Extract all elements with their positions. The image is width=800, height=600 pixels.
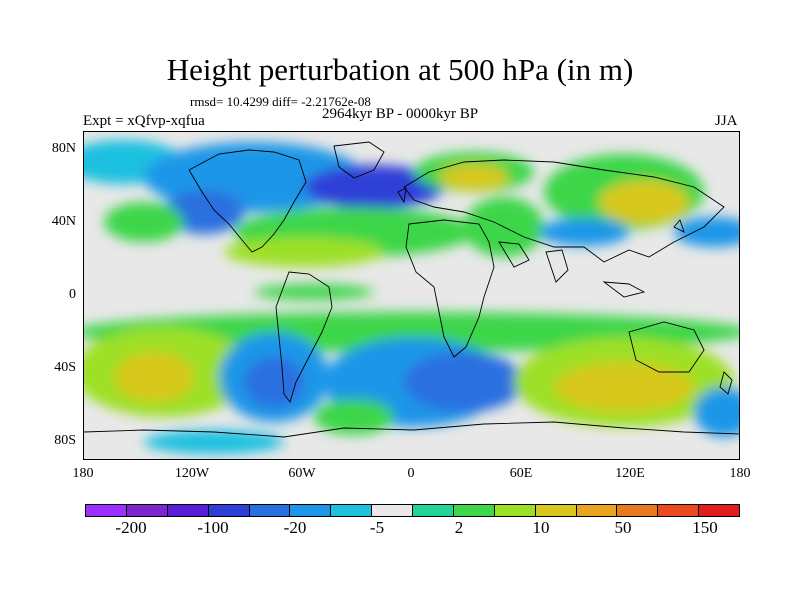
season-label: JJA bbox=[715, 113, 738, 129]
colorbar-label: 50 bbox=[614, 518, 632, 537]
lat-label-40s: 40S bbox=[54, 360, 76, 375]
plot-title: Height perturbation at 500 hPa (in m) bbox=[166, 52, 634, 87]
lat-label-80n: 80N bbox=[51, 141, 76, 156]
experiment-label: Expt = xQfvp-xqfua bbox=[83, 113, 205, 129]
coastlines bbox=[84, 141, 739, 438]
colorbar-swatch bbox=[699, 505, 739, 516]
lon-label-60e: 60E bbox=[509, 466, 533, 481]
colorbar-swatch bbox=[453, 505, 495, 516]
map-panel bbox=[83, 131, 740, 460]
colorbar-swatch bbox=[208, 505, 250, 516]
lat-label-80s: 80S bbox=[54, 433, 76, 448]
colorbar-label: -20 bbox=[283, 518, 307, 537]
lon-label-180w: 180 bbox=[72, 466, 94, 481]
colorbar-label: -100 bbox=[197, 518, 229, 537]
colorbar-swatch bbox=[576, 505, 618, 516]
colorbar-label: -200 bbox=[115, 518, 147, 537]
stats-line: rmsd= 10.4299 diff= -2.21762e-08 bbox=[190, 94, 371, 109]
lon-label-120w: 120W bbox=[174, 466, 210, 481]
lon-label-60w: 60W bbox=[288, 466, 316, 481]
colorbar-label: 10 bbox=[532, 518, 550, 537]
colorbar-label: 150 bbox=[692, 518, 718, 537]
contour-fields bbox=[84, 140, 739, 454]
colorbar-swatch bbox=[494, 505, 536, 516]
lon-label-120e: 120E bbox=[615, 466, 645, 481]
lat-label-0: 0 bbox=[69, 287, 76, 302]
colorbar-label: 2 bbox=[454, 518, 464, 537]
period-label: 2964kyr BP - 0000kyr BP bbox=[322, 106, 479, 122]
colorbar-swatch bbox=[331, 505, 373, 516]
colorbar-swatch bbox=[413, 505, 454, 516]
lon-label-180e: 180 bbox=[729, 466, 751, 481]
colorbar-swatch bbox=[126, 505, 168, 516]
colorbar-label: -5 bbox=[369, 518, 385, 537]
contour-map bbox=[84, 132, 739, 459]
lat-label-40n: 40N bbox=[51, 214, 76, 229]
colorbar-swatch bbox=[658, 505, 700, 516]
colorbar bbox=[85, 504, 740, 517]
colorbar-swatch bbox=[290, 505, 332, 516]
colorbar-swatch bbox=[86, 505, 127, 516]
colorbar-swatch bbox=[167, 505, 209, 516]
colorbar-swatch bbox=[249, 505, 291, 516]
lon-label-0: 0 bbox=[407, 466, 415, 481]
colorbar-swatch bbox=[372, 505, 413, 516]
colorbar-swatch bbox=[617, 505, 659, 516]
colorbar-swatch bbox=[535, 505, 577, 516]
